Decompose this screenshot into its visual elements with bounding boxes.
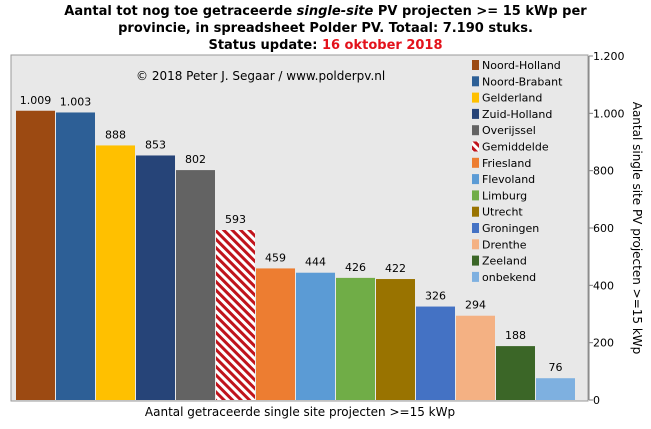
legend-label-zeeland: Zeeland xyxy=(482,255,527,268)
y-tick-label: 400 xyxy=(593,279,614,292)
bars-group xyxy=(16,110,575,401)
title-part-b: PV projecten >= 15 kWp per xyxy=(373,4,587,19)
bar-friesland xyxy=(256,268,295,400)
bar-noord-holland xyxy=(16,110,55,401)
legend-swatch-noord-holland xyxy=(472,60,479,70)
y-tick-label: 600 xyxy=(593,222,614,235)
title-emphasis: single-site xyxy=(296,4,374,19)
bar-onbekend xyxy=(536,378,575,400)
value-label-onbekend: 76 xyxy=(549,361,563,374)
legend-label-friesland: Friesland xyxy=(482,157,531,170)
bar-groningen xyxy=(416,306,455,400)
status-date: 16 oktober 2018 xyxy=(321,38,443,53)
bar-gelderland xyxy=(96,145,135,400)
value-label-limburg: 426 xyxy=(345,261,366,274)
value-label-flevoland: 444 xyxy=(305,256,326,269)
legend-label-onbekend: onbekend xyxy=(482,271,536,284)
y-axis-title: Aantal single site PV projecten >=15 kWp xyxy=(630,102,644,355)
chart-title-line-1: Aantal tot nog toe getraceerde single-si… xyxy=(0,3,651,20)
legend-label-limburg: Limburg xyxy=(482,189,527,202)
y-tick-label: 800 xyxy=(593,165,614,178)
legend-swatch-zuid-holland xyxy=(472,108,479,119)
x-axis-caption: Aantal getraceerde single site projecten… xyxy=(144,405,456,419)
legend-swatch-noord-brabant xyxy=(472,76,479,87)
legend-swatch-friesland xyxy=(472,157,479,168)
legend-swatch-groningen xyxy=(472,223,479,233)
legend-swatch-zeeland xyxy=(472,255,479,266)
value-label-noord-holland: 1.009 xyxy=(20,94,52,107)
value-label-overijssel: 802 xyxy=(185,153,206,166)
y-tick-label: 200 xyxy=(593,337,614,350)
legend-label-drenthe: Drenthe xyxy=(482,238,527,251)
bar-flevoland xyxy=(296,272,335,400)
value-label-noord-brabant: 1.003 xyxy=(60,95,92,108)
value-label-groningen: 326 xyxy=(425,290,446,303)
bar-limburg xyxy=(336,277,375,400)
legend-label-groningen: Groningen xyxy=(482,222,539,235)
legend-label-flevoland: Flevoland xyxy=(482,173,535,186)
y-tick-label: 0 xyxy=(593,394,600,407)
y-axis: 0 200 400 600 800 1.000 1.200 xyxy=(588,50,625,407)
legend-label-gemiddelde: Gemiddelde xyxy=(482,141,549,154)
legend-label-gelderland: Gelderland xyxy=(482,92,542,105)
legend: Noord-Holland Noord-Brabant Gelderland Zuid… xyxy=(472,59,563,284)
bar-utrecht xyxy=(376,279,415,400)
legend-label-noord-holland: Noord-Holland xyxy=(482,59,561,72)
value-label-gelderland: 888 xyxy=(105,128,126,141)
legend-swatch-utrecht xyxy=(472,206,479,217)
bar-drenthe xyxy=(456,315,495,400)
value-label-drenthe: 294 xyxy=(465,299,486,312)
value-labels-group: 1.009 1.003 888 853 802 593 459 444 426 422 326 294… xyxy=(20,94,563,374)
value-label-zeeland: 188 xyxy=(505,329,526,342)
status-update-line: Status update: 16 oktober 2018 xyxy=(0,37,651,54)
legend-label-overijssel: Overijssel xyxy=(482,124,536,137)
legend-swatch-drenthe xyxy=(472,239,479,250)
y-tick-label: 1.000 xyxy=(593,107,625,120)
legend-swatch-flevoland xyxy=(472,174,479,185)
value-label-zuid-holland: 853 xyxy=(145,138,166,151)
legend-label-noord-brabant: Noord-Brabant xyxy=(482,75,563,88)
legend-swatch-limburg xyxy=(472,190,479,201)
legend-swatch-onbekend xyxy=(472,271,479,282)
value-label-gemiddelde: 593 xyxy=(225,213,246,226)
bar-gemiddelde xyxy=(216,230,255,400)
legend-label-utrecht: Utrecht xyxy=(482,206,523,219)
legend-swatch-gelderland xyxy=(472,92,479,103)
value-label-friesland: 459 xyxy=(265,251,286,264)
legend-swatch-overijssel xyxy=(472,125,479,136)
title-part-a: Aantal tot nog toe getraceerde xyxy=(64,4,297,19)
bar-overijssel xyxy=(176,170,215,400)
y-tick-label: 1.200 xyxy=(593,50,625,63)
bar-zuid-holland xyxy=(136,155,175,400)
bar-zeeland xyxy=(496,346,535,400)
bar-noord-brabant xyxy=(56,112,95,401)
legend-label-zuid-holland: Zuid-Holland xyxy=(482,108,552,121)
legend-swatch-gemiddelde xyxy=(472,141,479,152)
status-prefix: Status update: xyxy=(208,38,322,53)
chart-title-line-2: provincie, in spreadsheet Polder PV. Tot… xyxy=(118,21,533,36)
value-label-utrecht: 422 xyxy=(385,262,406,275)
copyright-notice: © 2018 Peter J. Segaar / www.polderpv.nl xyxy=(136,69,385,83)
